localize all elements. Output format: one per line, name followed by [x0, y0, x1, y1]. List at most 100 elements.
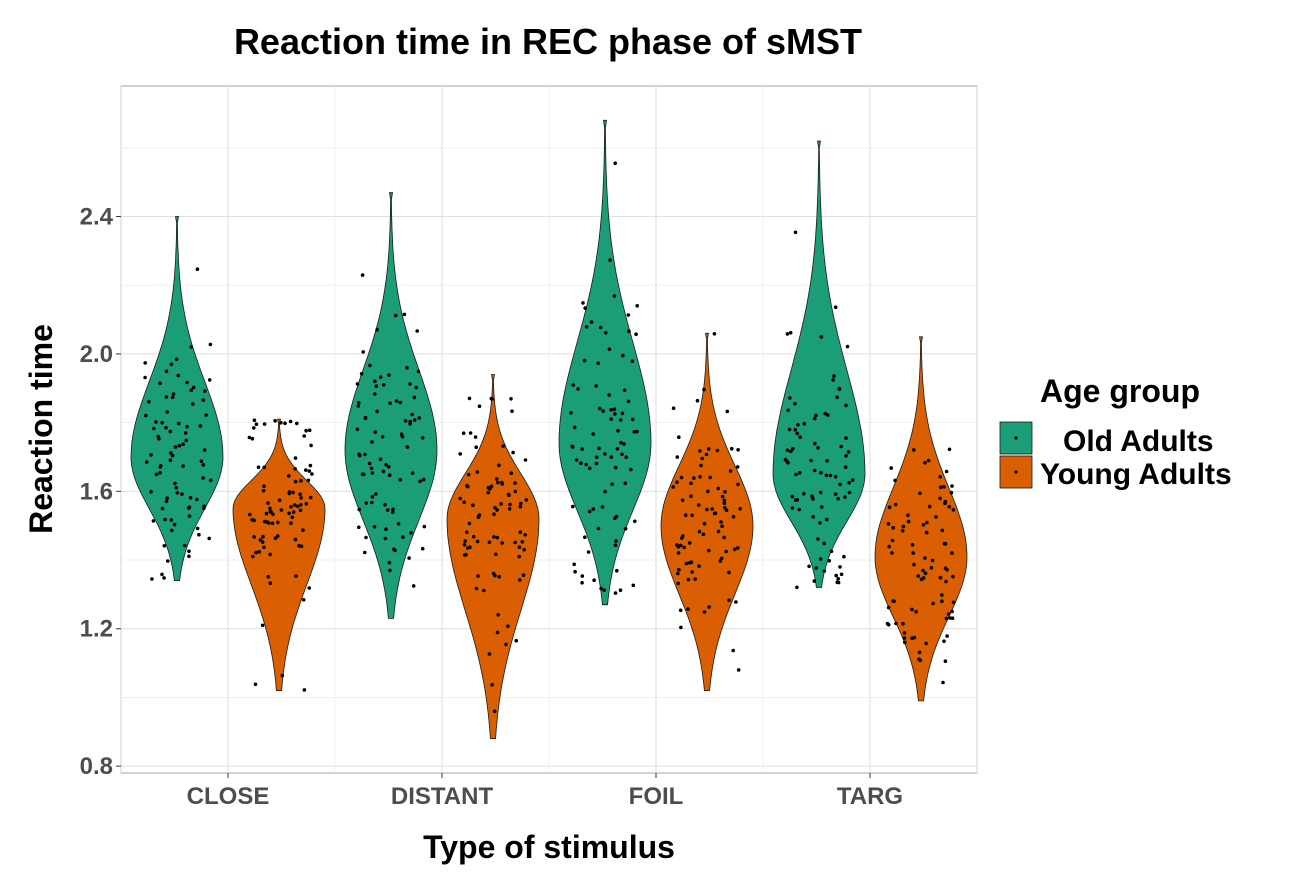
y-tick-label: 1.2: [80, 616, 113, 643]
jitter-point: [164, 395, 169, 399]
jitter-point: [812, 468, 817, 473]
jitter-point: [731, 648, 735, 653]
jitter-point: [402, 312, 407, 317]
jitter-point: [143, 375, 147, 380]
jitter-point: [298, 492, 302, 497]
jitter-point: [500, 541, 505, 545]
jitter-point: [587, 466, 592, 471]
jitter-point: [609, 417, 613, 421]
jitter-point: [197, 532, 201, 537]
jitter-point: [569, 411, 573, 415]
jitter-point: [202, 448, 207, 452]
jitter-point: [415, 329, 420, 333]
jitter-point: [287, 511, 291, 516]
jitter-point: [697, 529, 702, 534]
jitter-point: [253, 682, 258, 687]
jitter-point: [412, 418, 417, 422]
jitter-point: [524, 498, 529, 502]
jitter-point: [399, 432, 404, 437]
jitter-point: [826, 413, 830, 417]
jitter-point: [901, 524, 906, 529]
jitter-point: [584, 462, 588, 467]
jitter-point: [509, 471, 514, 476]
jitter-point: [174, 357, 179, 362]
jitter-point: [725, 409, 730, 414]
jitter-point: [822, 541, 826, 546]
jitter-point: [471, 534, 476, 539]
jitter-point: [375, 409, 379, 414]
jitter-point: [380, 434, 385, 439]
jitter-point: [204, 413, 208, 417]
jitter-point: [626, 399, 631, 404]
jitter-point: [738, 507, 742, 511]
jitter-point: [917, 657, 921, 662]
jitter-point: [355, 382, 360, 386]
jitter-point: [381, 469, 386, 474]
jitter-point: [839, 444, 843, 449]
jitter-point: [597, 406, 602, 411]
jitter-point: [247, 435, 252, 440]
jitter-point: [387, 465, 391, 469]
jitter-point: [622, 442, 626, 446]
jitter-point: [613, 591, 618, 595]
jitter-point: [177, 443, 182, 448]
jitter-point: [288, 419, 293, 424]
jitter-point: [570, 444, 575, 449]
jitter-point: [373, 392, 377, 396]
jitter-point: [612, 407, 617, 412]
jitter-point: [495, 535, 500, 540]
jitter-point: [290, 515, 295, 520]
jitter-point: [149, 489, 153, 494]
jitter-point: [942, 639, 946, 643]
jitter-point: [836, 576, 840, 581]
jitter-point: [951, 508, 956, 512]
legend: Age group Old Adults Young Adults: [999, 373, 1232, 491]
jitter-point: [811, 515, 815, 519]
jitter-point: [405, 445, 410, 449]
jitter-point: [890, 551, 894, 555]
jitter-point: [613, 516, 617, 520]
jitter-point: [477, 513, 482, 517]
jitter-point: [150, 577, 154, 581]
jitter-point: [603, 452, 607, 456]
jitter-point: [184, 438, 189, 443]
x-tick-label: FOIL: [629, 783, 684, 810]
jitter-point: [254, 422, 259, 427]
jitter-point: [309, 443, 313, 448]
jitter-point: [301, 598, 306, 602]
jitter-point: [847, 490, 852, 495]
jitter-point: [934, 515, 938, 519]
jitter-point: [615, 447, 620, 451]
jitter-point: [613, 161, 617, 165]
violin-young-adults-distant: [446, 374, 540, 739]
jitter-point: [581, 301, 585, 305]
legend-key-point: [1014, 470, 1018, 474]
jitter-point: [394, 399, 399, 403]
jitter-point: [171, 392, 176, 396]
jitter-point: [280, 673, 285, 678]
jitter-point: [620, 452, 624, 457]
jitter-point: [630, 359, 635, 364]
jitter-point: [367, 461, 372, 466]
jitter-point: [291, 490, 295, 495]
jitter-point: [421, 477, 426, 482]
jitter-point: [573, 569, 577, 574]
jitter-point: [809, 458, 813, 463]
jitter-point: [173, 481, 177, 486]
violin-young-adults-targ: [874, 336, 968, 702]
jitter-point: [183, 431, 188, 435]
jitter-point: [916, 574, 920, 578]
jitter-point: [356, 404, 361, 408]
jitter-point: [308, 495, 313, 500]
jitter-point: [818, 557, 823, 561]
jitter-point: [923, 460, 927, 465]
jitter-point: [951, 574, 955, 579]
jitter-point: [256, 465, 261, 470]
jitter-point: [473, 435, 478, 439]
jitter-point: [187, 514, 192, 518]
jitter-point: [687, 541, 692, 545]
jitter-point: [938, 496, 942, 501]
legend-title: Age group: [1040, 373, 1200, 409]
violin-young-adults-close: [232, 418, 326, 691]
jitter-point: [273, 419, 277, 423]
